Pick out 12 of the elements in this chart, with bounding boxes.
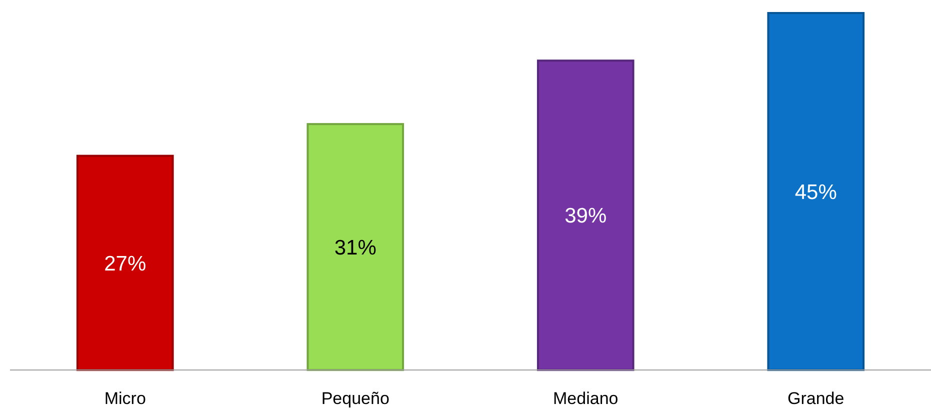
x-tick-label: Mediano — [553, 389, 618, 408]
bar — [767, 12, 865, 371]
data-label: 31% — [334, 236, 376, 260]
data-label: 39% — [564, 204, 607, 228]
bar — [76, 154, 174, 371]
x-tick-label: Pequeño — [321, 389, 390, 408]
data-label: 27% — [104, 252, 146, 276]
data-label: 45% — [794, 180, 837, 204]
x-tick-label: Micro — [104, 389, 146, 408]
x-tick-label: Grande — [788, 389, 844, 408]
bar — [306, 123, 404, 371]
bar — [536, 60, 634, 371]
